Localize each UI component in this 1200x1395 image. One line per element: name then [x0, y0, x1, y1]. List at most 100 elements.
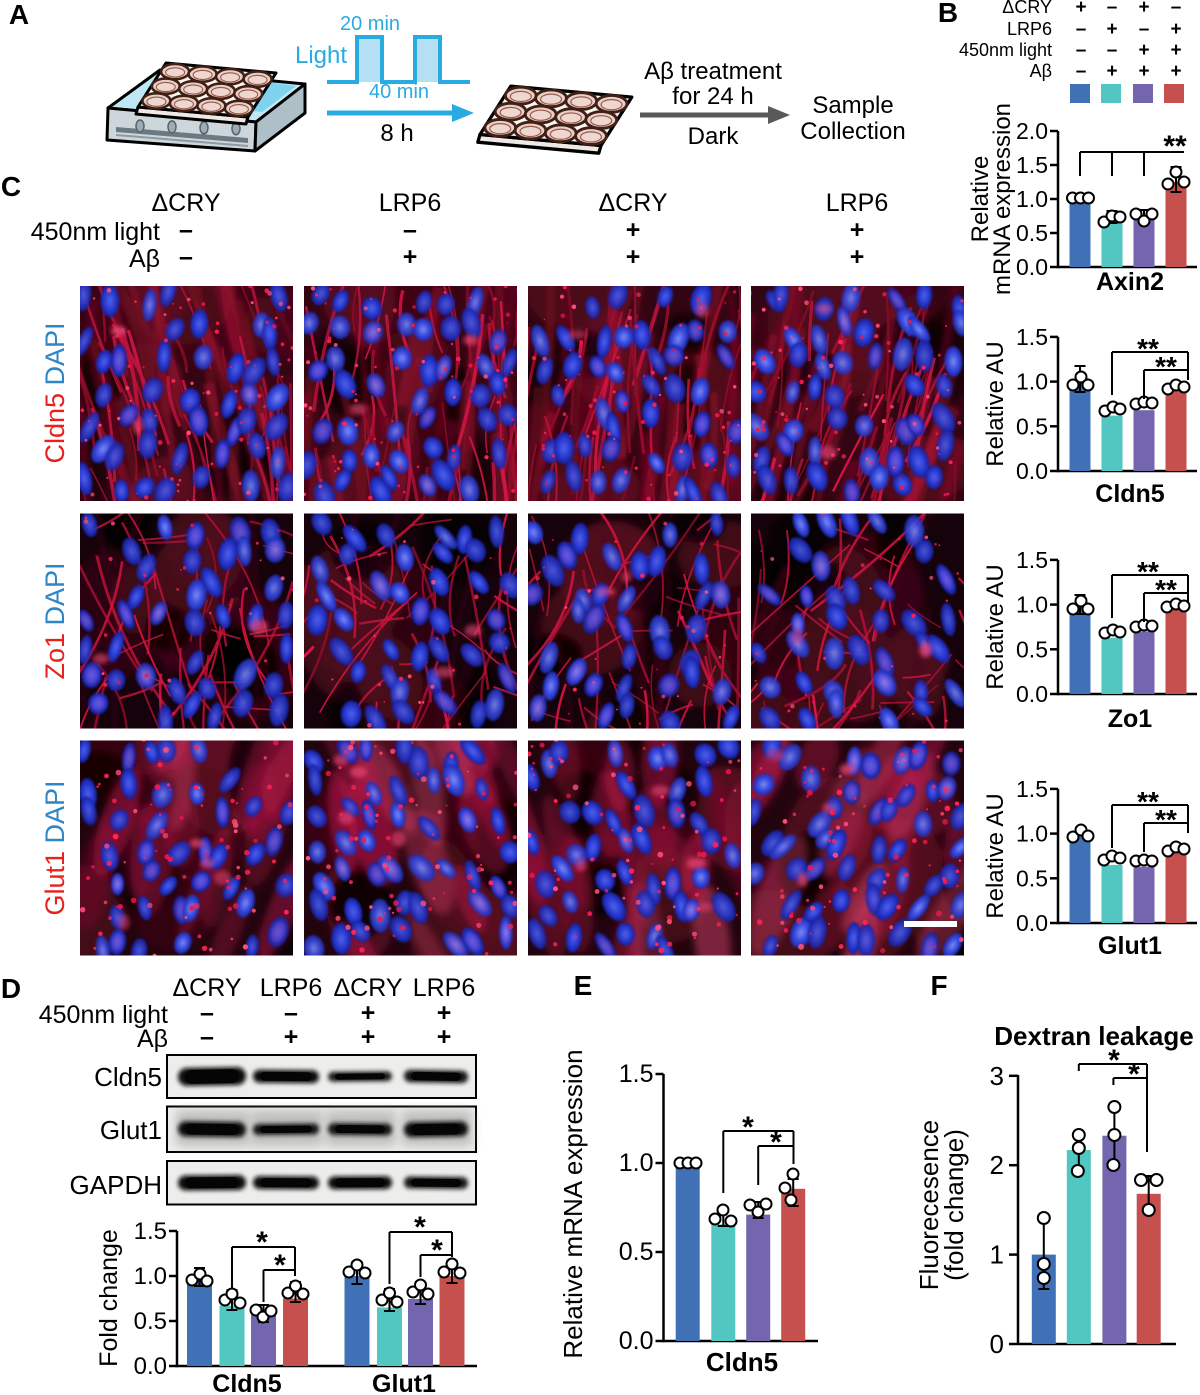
svg-text:0.5: 0.5	[619, 1238, 654, 1266]
svg-text:1.5: 1.5	[1016, 776, 1048, 802]
svg-text:–: –	[179, 216, 193, 244]
svg-text:*: *	[414, 1211, 426, 1244]
svg-text:Dark: Dark	[688, 123, 740, 150]
svg-text:*: *	[1128, 1058, 1140, 1091]
svg-text:450nm light: 450nm light	[31, 218, 160, 246]
svg-text:1.5: 1.5	[619, 1060, 654, 1088]
svg-text:Fluorecesence: Fluorecesence	[914, 1120, 944, 1291]
svg-text:ΔCRY: ΔCRY	[151, 189, 220, 217]
svg-text:Sample: Sample	[812, 92, 893, 119]
svg-text:**: **	[1155, 804, 1177, 835]
svg-text:LRP6: LRP6	[413, 974, 476, 1002]
svg-text:Aβ: Aβ	[137, 1025, 168, 1053]
svg-text:0.0: 0.0	[1016, 458, 1048, 484]
svg-text:Relative mRNA expression: Relative mRNA expression	[558, 1049, 588, 1358]
svg-text:1.0: 1.0	[619, 1149, 654, 1177]
svg-text:Cldn5 DAPI: Cldn5 DAPI	[40, 322, 70, 463]
svg-text:+: +	[850, 243, 865, 271]
svg-text:**: **	[1163, 130, 1187, 163]
svg-text:Light: Light	[295, 42, 347, 69]
svg-text:0.5: 0.5	[1016, 865, 1048, 891]
svg-text:LRP6: LRP6	[826, 189, 889, 217]
svg-text:Glut1: Glut1	[372, 1370, 436, 1395]
svg-text:1.5: 1.5	[134, 1218, 167, 1245]
svg-text:–: –	[1139, 19, 1150, 40]
svg-text:0.0: 0.0	[619, 1327, 654, 1355]
svg-text:450nm light: 450nm light	[39, 1001, 168, 1029]
svg-text:Fold change: Fold change	[95, 1229, 123, 1367]
svg-text:+: +	[1138, 0, 1149, 18]
svg-text:*: *	[742, 1111, 754, 1144]
svg-text:1.0: 1.0	[1016, 186, 1048, 212]
svg-text:+: +	[437, 999, 452, 1027]
svg-text:–: –	[200, 1023, 214, 1051]
svg-text:ΔCRY: ΔCRY	[172, 974, 241, 1002]
svg-text:LRP6: LRP6	[1007, 19, 1052, 39]
svg-text:–: –	[1107, 0, 1118, 18]
svg-text:ΔCRY: ΔCRY	[333, 974, 402, 1002]
svg-text:+: +	[1075, 0, 1086, 18]
svg-text:Cldn5: Cldn5	[706, 1347, 778, 1377]
svg-text:0.0: 0.0	[134, 1353, 167, 1380]
svg-text:Aβ: Aβ	[129, 245, 160, 273]
svg-text:LRP6: LRP6	[379, 189, 442, 217]
svg-text:ΔCRY: ΔCRY	[598, 189, 667, 217]
svg-text:+: +	[1170, 40, 1181, 61]
svg-text:Glut1: Glut1	[1098, 932, 1162, 960]
svg-text:2.0: 2.0	[1016, 118, 1048, 144]
svg-text:0.5: 0.5	[1016, 636, 1048, 662]
svg-text:–: –	[1076, 40, 1087, 61]
svg-text:*: *	[274, 1249, 286, 1282]
svg-text:0.5: 0.5	[1016, 413, 1048, 439]
svg-text:Dextran leakage: Dextran leakage	[994, 1021, 1193, 1051]
svg-text:1.5: 1.5	[1016, 324, 1048, 350]
svg-text:0.0: 0.0	[1016, 681, 1048, 707]
svg-text:–: –	[1171, 0, 1182, 18]
svg-text:Relative AU: Relative AU	[982, 564, 1009, 689]
svg-text:Relative: Relative	[967, 156, 994, 243]
svg-text:450nm light: 450nm light	[959, 40, 1052, 60]
svg-text:3: 3	[990, 1061, 1004, 1091]
svg-text:**: **	[1137, 786, 1159, 817]
svg-text:B: B	[938, 0, 958, 28]
svg-text:20 min: 20 min	[340, 13, 400, 35]
svg-text:D: D	[1, 973, 21, 1004]
svg-text:–: –	[284, 999, 298, 1027]
svg-text:+: +	[1106, 19, 1117, 40]
svg-text:Zo1: Zo1	[1108, 705, 1153, 733]
svg-text:+: +	[626, 216, 641, 244]
svg-text:+: +	[1106, 61, 1117, 82]
svg-text:E: E	[574, 970, 593, 1001]
svg-text:+: +	[850, 216, 865, 244]
svg-text:+: +	[1138, 61, 1149, 82]
svg-text:**: **	[1155, 574, 1177, 605]
svg-text:Relative AU: Relative AU	[982, 793, 1009, 918]
svg-text:+: +	[1170, 61, 1181, 82]
svg-text:Relative AU: Relative AU	[982, 341, 1009, 466]
svg-text:0: 0	[990, 1329, 1004, 1359]
svg-text:ΔCRY: ΔCRY	[1002, 0, 1052, 17]
svg-text:*: *	[431, 1234, 443, 1267]
svg-text:(fold change): (fold change)	[939, 1129, 969, 1281]
svg-text:*: *	[770, 1126, 782, 1159]
svg-text:+: +	[1170, 19, 1181, 40]
svg-text:+: +	[626, 243, 641, 271]
svg-text:**: **	[1155, 351, 1177, 382]
svg-text:1: 1	[990, 1240, 1004, 1270]
svg-text:Cldn5: Cldn5	[212, 1370, 282, 1395]
svg-text:LRP6: LRP6	[260, 974, 323, 1002]
svg-text:–: –	[200, 999, 214, 1027]
svg-text:+: +	[437, 1023, 452, 1051]
svg-text:+: +	[284, 1023, 299, 1051]
svg-text:F: F	[930, 970, 947, 1001]
svg-text:+: +	[361, 999, 376, 1027]
svg-text:1.5: 1.5	[1016, 547, 1048, 573]
svg-text:–: –	[179, 243, 193, 271]
svg-text:mRNA expression: mRNA expression	[989, 103, 1016, 295]
svg-text:–: –	[403, 216, 417, 244]
svg-text:8 h: 8 h	[380, 120, 413, 147]
svg-text:–: –	[1076, 61, 1087, 82]
svg-text:1.0: 1.0	[1016, 592, 1048, 618]
svg-text:+: +	[361, 1023, 376, 1051]
svg-text:Axin2: Axin2	[1096, 268, 1164, 296]
